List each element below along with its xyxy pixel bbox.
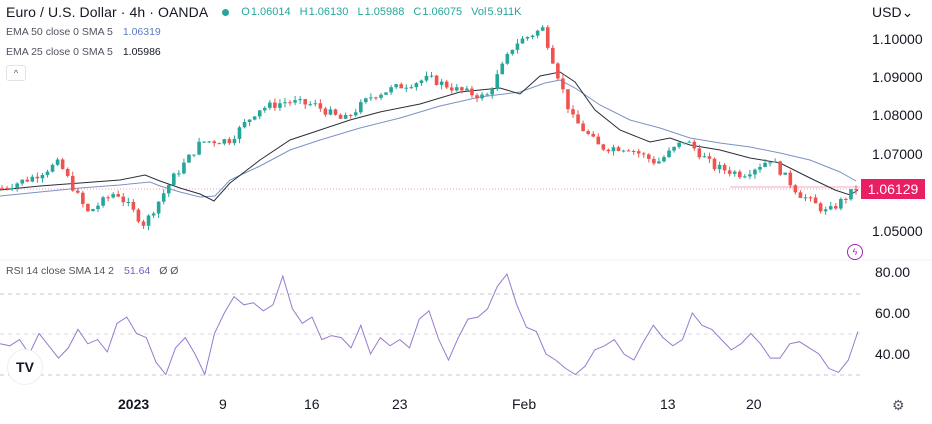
currency-label: USD [872,4,902,20]
time-label: Feb [512,396,537,412]
time-label: 2023 [118,396,150,412]
low-label: L [357,6,364,18]
indicator-ema50[interactable]: EMA 50 close 0 SMA 5 1.06319 [6,24,528,40]
price-tick: 1.08000 [872,107,923,123]
rsi-extra-values: Ø Ø [159,265,179,277]
candlesticks [0,24,858,231]
current-price-badge: 1.06129 [861,179,925,199]
symbol-title[interactable]: Euro / U.S. Dollar · 4h · OANDA [6,4,209,20]
rsi-tick: 60.00 [875,305,911,321]
gear-icon[interactable]: ⚙ [892,397,905,413]
rsi-value: 51.64 [123,265,151,277]
low-value: 1.05988 [364,6,405,18]
ema25-line [0,71,859,202]
market-status-dot-icon [222,8,230,16]
high-value: 1.06130 [308,6,349,18]
open-label: O [241,6,250,18]
price-tick: 1.05000 [872,223,923,239]
chevron-up-icon: ^ [13,68,19,78]
currency-selector[interactable]: USD⌄ [872,4,913,21]
close-label: C [413,6,422,18]
open-value: 1.06014 [250,6,291,18]
rsi-tick: 40.00 [875,346,911,362]
time-label: 20 [746,396,762,412]
indicator-label: EMA 25 close 0 SMA 5 [6,46,113,58]
volume-value: 5.911K [487,6,522,18]
indicator-label: EMA 50 close 0 SMA 5 [6,26,113,38]
close-value: 1.06075 [422,6,463,18]
volume-label: Vol [471,6,487,18]
indicator-ema25[interactable]: EMA 25 close 0 SMA 5 1.05986 [6,44,528,60]
indicator-value: 1.05986 [122,46,161,58]
logo-text: TV [16,359,34,375]
time-label: 9 [219,396,227,412]
price-tick: 1.09000 [872,69,923,85]
high-label: H [299,6,308,18]
time-label: 23 [392,396,408,412]
chart-legend: Euro / U.S. Dollar · 4h · OANDA O1.06014… [6,4,528,81]
ohlc-values: O1.06014 H1.06130 L1.05988 C1.06075 Vol5… [241,6,527,18]
rsi-legend[interactable]: RSI 14 close SMA 14 2 51.64 Ø Ø [6,265,178,277]
rsi-tick: 80.00 [875,264,911,280]
symbol-row: Euro / U.S. Dollar · 4h · OANDA O1.06014… [6,4,528,20]
time-label: 13 [660,396,676,412]
time-label: 16 [304,396,320,412]
price-tick: 1.07000 [872,146,923,162]
price-tick: 1.10000 [872,31,923,47]
lightning-bolt-icon[interactable]: ϟ [847,244,863,260]
indicator-value: 1.06319 [122,26,161,38]
rsi-line [0,273,859,376]
tradingview-logo[interactable]: TV [8,350,42,384]
collapse-legend-button[interactable]: ^ [6,65,26,81]
chevron-down-icon: ⌄ [901,4,914,20]
ema50-line [0,79,857,198]
rsi-label: RSI 14 close SMA 14 2 [6,265,114,277]
